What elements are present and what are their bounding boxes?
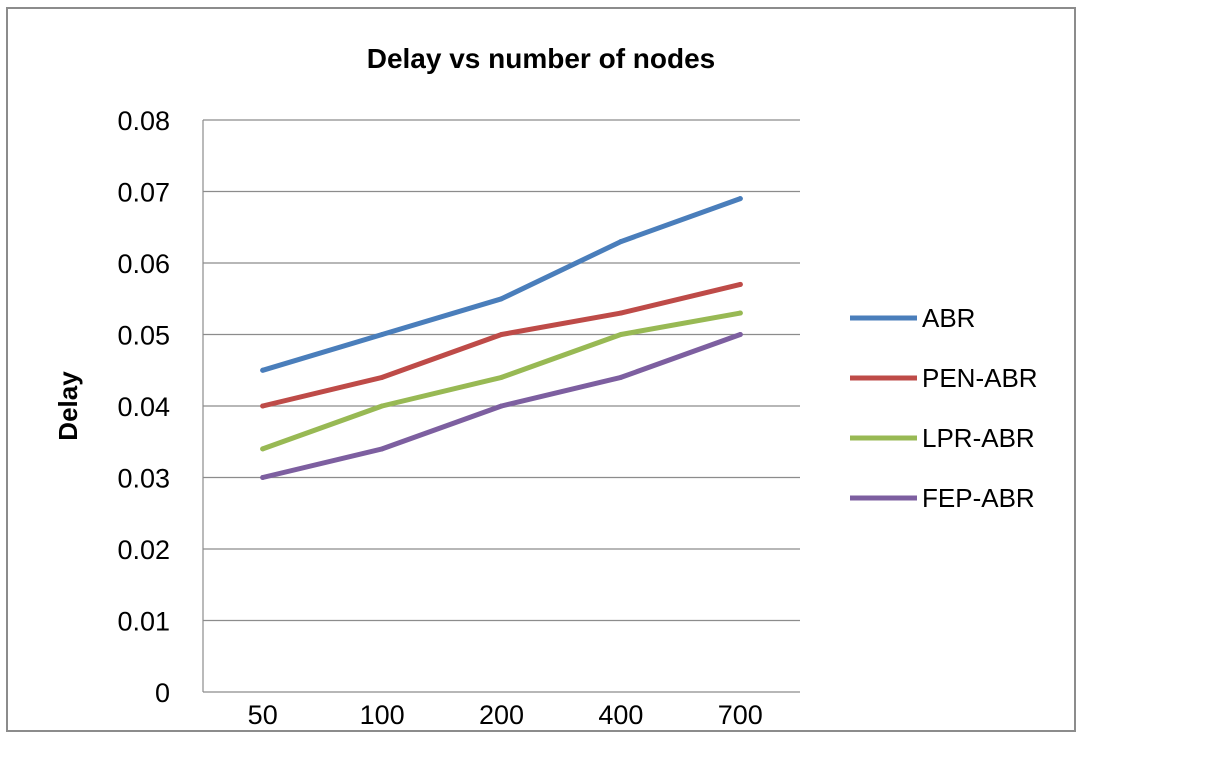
x-tick-label: 100 bbox=[360, 700, 405, 730]
data-point bbox=[737, 332, 743, 337]
data-point bbox=[260, 475, 266, 480]
x-tick-label: 50 bbox=[248, 700, 278, 730]
x-axis-ticks: 50 100 200 400 700 bbox=[248, 700, 763, 730]
legend-entry: FEP-ABR bbox=[922, 483, 1035, 513]
chart-frame bbox=[6, 7, 1076, 732]
legend-entry: LPR-ABR bbox=[922, 423, 1035, 453]
data-point bbox=[499, 403, 504, 409]
legend: ABR PEN-ABR LPR-ABR FEP-ABR bbox=[850, 303, 1038, 513]
data-point bbox=[737, 196, 743, 202]
x-tick-label: 700 bbox=[718, 700, 763, 730]
data-point bbox=[737, 310, 743, 316]
data-point bbox=[618, 374, 624, 380]
y-tick-label: 0.05 bbox=[117, 321, 170, 351]
y-tick-label: 0.02 bbox=[117, 535, 170, 565]
data-point bbox=[260, 367, 266, 373]
y-tick-label: 0.07 bbox=[117, 178, 170, 208]
data-point bbox=[618, 332, 624, 337]
data-point bbox=[499, 374, 504, 380]
y-tick-label: 0.08 bbox=[117, 106, 170, 136]
y-tick-label: 0 bbox=[155, 678, 170, 708]
data-point bbox=[499, 296, 504, 302]
x-tick-label: 200 bbox=[479, 700, 524, 730]
data-point bbox=[379, 403, 385, 409]
legend-entry: ABR bbox=[922, 303, 975, 333]
y-axis-ticks: 0 0.01 0.02 0.03 0.04 0.05 0.06 0.07 0.08 bbox=[117, 106, 170, 708]
data-point bbox=[737, 281, 743, 287]
data-point bbox=[260, 403, 266, 409]
data-point bbox=[260, 446, 266, 452]
y-tick-label: 0.01 bbox=[117, 607, 170, 637]
y-tick-label: 0.04 bbox=[117, 392, 170, 422]
y-tick-label: 0.03 bbox=[117, 464, 170, 494]
y-tick-label: 0.06 bbox=[117, 249, 170, 279]
chart-title: Delay vs number of nodes bbox=[367, 43, 716, 74]
legend-entry: PEN-ABR bbox=[922, 363, 1038, 393]
y-axis-label: Delay bbox=[53, 371, 83, 441]
data-point bbox=[379, 374, 385, 380]
series-line-abr bbox=[260, 196, 743, 373]
x-tick-label: 400 bbox=[598, 700, 643, 730]
data-point bbox=[618, 310, 624, 316]
data-point bbox=[618, 239, 624, 245]
data-point bbox=[379, 446, 385, 452]
series-line-pen-abr bbox=[260, 281, 743, 409]
data-point bbox=[379, 332, 385, 337]
data-point bbox=[499, 332, 504, 337]
gridlines bbox=[202, 119, 800, 693]
series-lines bbox=[260, 196, 743, 480]
